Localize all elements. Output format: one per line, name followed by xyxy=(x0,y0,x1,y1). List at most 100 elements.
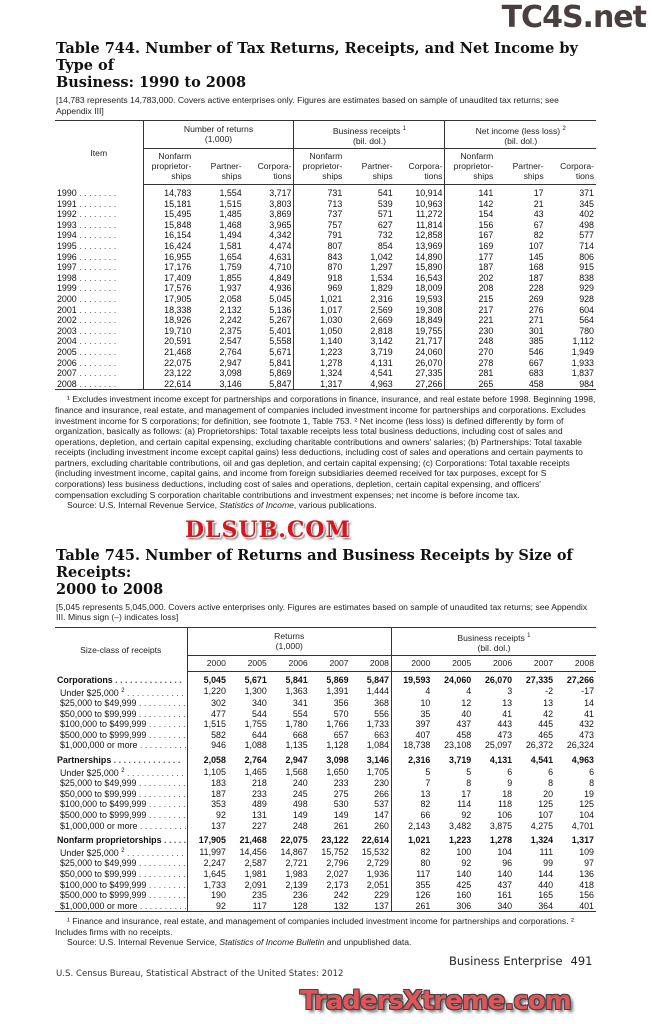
table-row: 2008 . . . . . . . . 22,614 3,146 5,847 1,3… xyxy=(55,378,596,390)
cell-value: 144 xyxy=(538,868,554,879)
item-header: Item xyxy=(55,120,144,185)
cell-value: 21,717 xyxy=(394,336,446,347)
cell-value: 1,733 xyxy=(203,879,226,890)
cell-value: 4,342 xyxy=(243,230,295,242)
size-class-label: $25,000 to $49,999 . . . . . . . . . . .… xyxy=(55,698,188,709)
cell-value: 1,030 xyxy=(320,315,343,326)
leader-dots: . . . . . . . . . . . . . . xyxy=(164,835,187,846)
cell-value: 137 xyxy=(211,820,226,831)
cell-value: 17 xyxy=(533,188,544,199)
cell-value: 1,278 xyxy=(320,357,343,368)
cell-value: 248 xyxy=(478,336,494,347)
cell-value: 2,247 xyxy=(203,858,226,869)
cell-value: 2,143 xyxy=(408,820,431,831)
cell-value: 242 xyxy=(333,890,349,901)
cell-value: 13 xyxy=(543,698,554,709)
cell-value: 402 xyxy=(579,209,594,220)
cell-value: 969 xyxy=(327,283,343,294)
cell-value: 18 xyxy=(502,788,513,799)
source-publication: Statistics of Income xyxy=(219,500,294,511)
cell-value: 227 xyxy=(251,820,267,831)
size-class-label: $100,000 to $499,999 . . . . . . . . . .… xyxy=(55,799,188,810)
size-class-label: Under $25,000 2 . . . . . . . . . . . . … xyxy=(55,845,188,859)
leader-dots: . . . . . . . . . . . . . . xyxy=(148,809,186,820)
cell-value: 97 xyxy=(584,858,594,869)
cell-value: 473 xyxy=(497,729,513,740)
leader-dots: . . . . . . . . . . . . . . xyxy=(139,900,187,911)
cell-value: 18,338 xyxy=(164,304,192,315)
cell-value: 3,803 xyxy=(243,198,295,210)
cell-value: 154 xyxy=(478,209,494,220)
group-unit: (bil. dol.) xyxy=(477,642,511,653)
cell-value: 3,146 xyxy=(350,751,392,766)
row-label-year: 1994 xyxy=(57,230,77,241)
size-class-name: Under $25,000 xyxy=(60,687,119,698)
cell-value: 80 xyxy=(420,858,431,869)
section-total-row: Partnerships . . . . . . . . . . . . . .… xyxy=(55,751,596,766)
cell-value: 443 xyxy=(497,719,513,730)
table-row: 1997 . . . . . . . . 17,176 1,759 4,710 870… xyxy=(55,262,596,273)
cell-value: 4,474 xyxy=(243,241,295,252)
cell-value: 371 xyxy=(579,188,594,199)
size-class-label: $1,000,000 or more . . . . . . . . . . .… xyxy=(55,900,188,912)
cell-value: 233 xyxy=(251,788,267,799)
leader-dots: . . . . . . . . xyxy=(76,187,117,198)
page-number: 491 xyxy=(570,954,593,968)
cell-value: 240 xyxy=(292,778,308,789)
size-class-name: $100,000 to $499,999 xyxy=(60,719,147,730)
cell-value: 5 xyxy=(425,766,431,777)
section-total-row: Corporations . . . . . . . . . . . . . .… xyxy=(55,671,596,686)
table-row: $100,000 to $499,999 . . . . . . . . . .… xyxy=(55,799,596,810)
cell-value: 530 xyxy=(333,799,349,810)
cell-value: 117 xyxy=(252,900,267,911)
page-running-header: Business Enterprise 491 xyxy=(449,954,592,968)
cell-value: 2,058 xyxy=(203,755,226,766)
cell-value: 541 xyxy=(377,188,393,199)
table-row: 1993 . . . . . . . . 15,848 1,468 3,965 757… xyxy=(55,219,596,231)
cell-value: 217 xyxy=(478,304,494,315)
title-line-2: Business: 1990 to 2008 xyxy=(56,74,247,91)
cell-value: 10 xyxy=(420,698,431,709)
size-class-name: $25,000 to $49,999 xyxy=(60,698,137,709)
cell-value: 22,614 xyxy=(350,831,392,846)
size-class-name: $25,000 to $49,999 xyxy=(60,778,137,789)
leader-dots: . . . . . . . . . . . . . . xyxy=(124,687,187,698)
cell-value: 125 xyxy=(579,799,594,810)
cell-value: 683 xyxy=(528,368,544,379)
cell-value: 136 xyxy=(579,868,594,879)
footnote-marker: 2 xyxy=(121,767,125,774)
source-prefix: Source: U.S. Internal Revenue Service, xyxy=(67,500,220,511)
cell-value: 230 xyxy=(478,325,494,336)
cell-value: 142 xyxy=(478,198,494,209)
cell-value: 5,847 xyxy=(350,671,392,686)
table-744: Item Number of returns (1,000) Business rec… xyxy=(55,120,596,391)
column-header: Partner-ships xyxy=(344,148,395,186)
size-class-name: $100,000 to $499,999 xyxy=(60,879,147,890)
cell-value: 1,936 xyxy=(350,868,392,880)
cell-value: 1,829 xyxy=(370,283,393,294)
cell-value: 5,671 xyxy=(243,346,295,358)
cell-value: 228 xyxy=(528,283,544,294)
cell-value: 1,223 xyxy=(320,346,343,357)
size-class-name: $500,000 to $999,999 xyxy=(60,809,147,820)
cell-value: 125 xyxy=(538,799,554,810)
cell-value: 140 xyxy=(456,868,472,879)
cell-value: 1,983 xyxy=(285,868,308,879)
cell-value: 2,569 xyxy=(370,304,393,315)
column-group-header: Returns (1,000) xyxy=(187,627,392,656)
cell-value: -2 xyxy=(545,686,554,697)
cell-value: 1,112 xyxy=(572,336,594,347)
cell-value: 161 xyxy=(497,890,513,901)
row-label-year: 2007 xyxy=(57,368,77,379)
cell-value: 353 xyxy=(211,799,226,810)
cell-value: 5,045 xyxy=(243,293,295,305)
cell-value: 306 xyxy=(456,900,472,911)
cell-value: 3 xyxy=(507,686,513,697)
cell-value: 3,146 xyxy=(219,378,242,389)
cell-value: 221 xyxy=(478,315,494,326)
cell-value: 19,755 xyxy=(394,325,446,337)
column-header: Corpora-tions xyxy=(243,148,295,186)
page-content: TC4S.net Table 744. Number of Tax Return… xyxy=(55,0,647,948)
cell-value: 1,515 xyxy=(203,719,226,730)
cell-value: 2,173 xyxy=(326,879,349,890)
